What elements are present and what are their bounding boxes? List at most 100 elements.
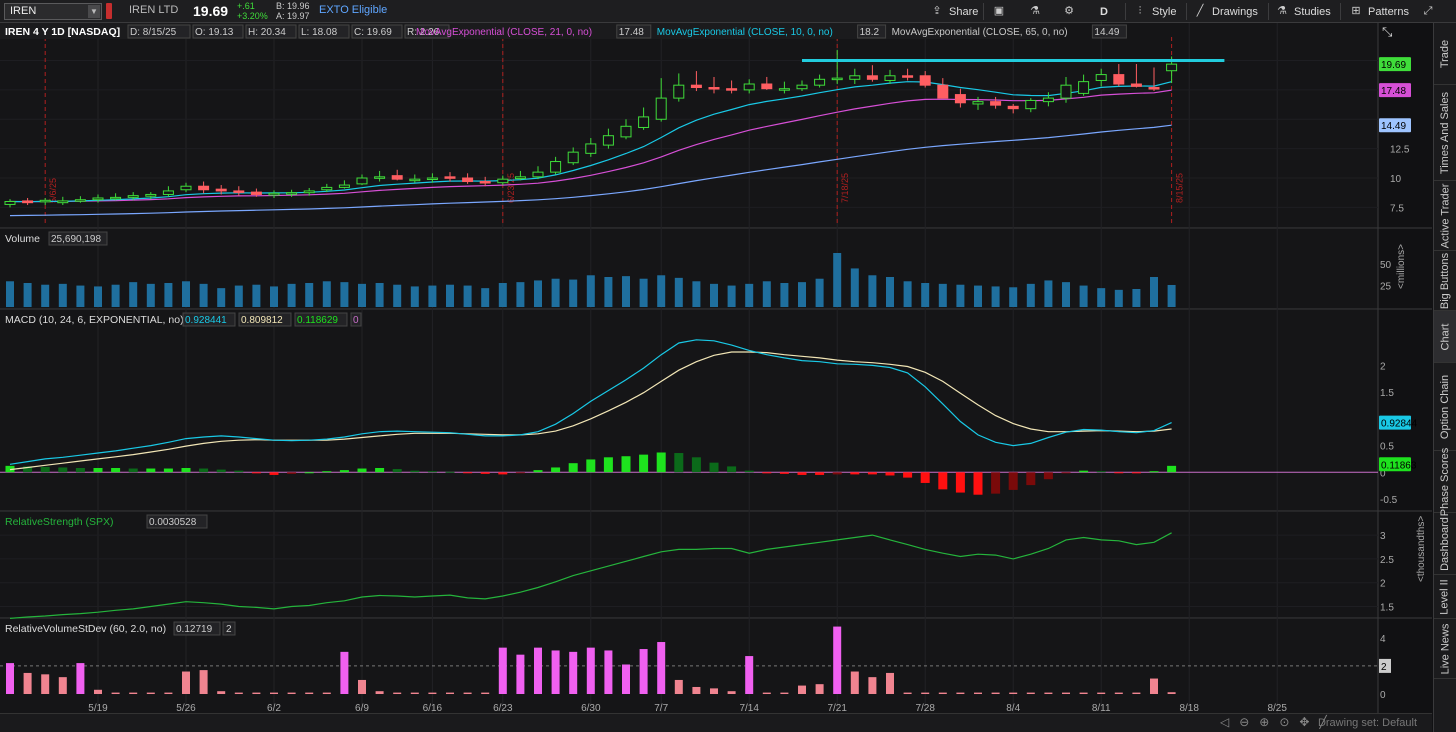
- macd-axis-label: 0: [1380, 468, 1386, 479]
- symbol-dropdown-icon[interactable]: ▼: [88, 5, 100, 18]
- volume-bar: [586, 275, 595, 307]
- zoom-fit-icon[interactable]: ⊙: [1279, 715, 1290, 729]
- candle-body: [726, 88, 738, 91]
- share-button[interactable]: ⇪ Share: [930, 2, 978, 21]
- rvol-value-box: [173, 621, 221, 636]
- chart-settings-icon[interactable]: ⤡: [1382, 25, 1393, 40]
- rvol-bar: [481, 692, 490, 694]
- candle-body: [1025, 99, 1037, 110]
- candle-body: [180, 185, 192, 191]
- macd-histogram-bar: [1008, 472, 1018, 490]
- rvol-bar: [674, 679, 683, 694]
- ohlc-value: D: 8/15/25: [130, 27, 177, 38]
- sidebar-tab-label: Live News: [1439, 623, 1451, 674]
- screenshot-button[interactable]: ▣: [992, 2, 1006, 21]
- patterns-button[interactable]: ⊞ Patterns: [1349, 2, 1409, 21]
- zoom-controls[interactable]: ◁ ⊖ ⊕ ⊙ ✥ ╱: [1220, 715, 1327, 729]
- macd-histogram-bar: [1131, 472, 1141, 474]
- rvol-bar: [762, 692, 771, 694]
- macd-histogram-bar: [445, 471, 455, 473]
- top-toolbar: IREN ▼ IREN LTD 19.69 +.61 +3.20% B: 19.9…: [0, 0, 1456, 23]
- zoom-out-icon[interactable]: ⊖: [1239, 715, 1250, 729]
- scroll-left-icon[interactable]: ◁: [1220, 715, 1230, 729]
- ohlc-box: [192, 24, 244, 39]
- settings-button[interactable]: ⚙: [1062, 2, 1076, 21]
- sidebar-tab-label: Dashboard: [1439, 516, 1452, 571]
- drawing-set-label: Drawing set: Default: [1317, 717, 1417, 729]
- volume-bar: [340, 282, 349, 307]
- panel-price-bg: [0, 23, 1378, 228]
- volume-bar: [833, 253, 842, 307]
- style-button[interactable]: ⫶ Style: [1133, 2, 1177, 21]
- candle-body: [1078, 81, 1090, 94]
- study-value-box: [1091, 24, 1127, 39]
- macd-histogram-bar: [656, 452, 666, 473]
- volume-bar: [1062, 282, 1070, 307]
- ohlc-box: [245, 24, 297, 39]
- volume-bar: [569, 279, 578, 307]
- volume-axis-label: 50: [1380, 260, 1392, 271]
- rvol-bar: [94, 689, 102, 694]
- macd-histogram-bar: [727, 466, 737, 473]
- sidebar-tab-phase-scores[interactable]: Phase Scores: [1434, 447, 1456, 516]
- rvol-bar: [921, 692, 930, 694]
- sidebar-tab-level-ii[interactable]: Level II: [1434, 575, 1456, 619]
- candle-body: [954, 94, 966, 104]
- macd-histogram-bar: [603, 457, 613, 473]
- volume-bar: [305, 283, 314, 307]
- rvol-bar: [657, 642, 666, 694]
- rvol-bar: [745, 656, 754, 694]
- rvol-bar: [551, 650, 560, 694]
- price-change-pct: +3.20%: [237, 11, 268, 21]
- sidebar-tab-label: Big Buttons: [1439, 252, 1452, 309]
- zoom-in-icon[interactable]: ⊕: [1259, 715, 1270, 729]
- rvol-bar: [956, 692, 965, 694]
- sidebar-tab-option-chain[interactable]: Option Chain: [1434, 363, 1456, 451]
- sidebar-tab-chart[interactable]: Chart: [1434, 311, 1456, 363]
- studies-button[interactable]: ⚗ Studies: [1275, 2, 1331, 21]
- sidebar-tab-active-trader[interactable]: Active Trader: [1434, 181, 1456, 251]
- macd-histogram-bar: [181, 467, 191, 473]
- ema65-line: [9, 124, 1172, 217]
- sidebar-tab-times-and-sales[interactable]: Times And Sales: [1434, 85, 1456, 181]
- alert-flag-icon[interactable]: [106, 3, 112, 19]
- volume-bar: [58, 283, 67, 307]
- candle-body: [426, 177, 438, 180]
- chart-area[interactable]: 5/19 5/26 6/2 6/9 6/16 6/23 6/30 7/7 7/14 7/21 7/2…: [0, 23, 1432, 718]
- macd-histogram-bar: [885, 472, 895, 476]
- candle-body: [620, 125, 632, 138]
- sidebar-tab-trade[interactable]: Trade: [1434, 23, 1456, 85]
- pan-icon[interactable]: ✥: [1299, 715, 1310, 729]
- macd-histogram-bar: [867, 472, 877, 475]
- rvol-bar: [129, 692, 138, 694]
- ohlc-box: [298, 24, 350, 39]
- sidebar-tab-big-buttons[interactable]: Big Buttons: [1434, 251, 1456, 311]
- period-button[interactable]: D: [1100, 5, 1108, 18]
- ohlc-value: H: 20.34: [248, 27, 286, 38]
- volume-bar: [674, 277, 683, 307]
- volume-bar: [1132, 289, 1141, 307]
- sidebar-tab-dashboard[interactable]: Dashboard: [1434, 513, 1456, 575]
- pencil-icon[interactable]: ╱: [1319, 715, 1327, 729]
- macd-histogram-bar: [1096, 471, 1106, 473]
- volume-bar: [938, 283, 947, 307]
- candle-body: [884, 75, 896, 81]
- rvol-bar: [234, 692, 243, 694]
- event-marker-label: 6/23/25: [506, 173, 516, 203]
- candle-body: [145, 193, 157, 197]
- macd-histogram-bar: [973, 472, 983, 495]
- flask-button[interactable]: ⚗: [1028, 2, 1042, 21]
- x-axis-label: 6/30: [581, 703, 601, 714]
- expand-button[interactable]: ⤢: [1421, 2, 1435, 21]
- drawings-button[interactable]: ╱ Drawings: [1193, 2, 1258, 21]
- symbol-input[interactable]: IREN ▼: [4, 3, 102, 20]
- candle-body: [919, 75, 931, 86]
- volume-bar: [622, 276, 630, 307]
- sidebar-tab-live-news[interactable]: Live News: [1434, 619, 1456, 679]
- ohlc-box: [127, 24, 191, 39]
- macd-histogram-bar: [304, 472, 314, 474]
- macd-histogram-bar: [815, 472, 825, 475]
- volume-bar: [692, 281, 701, 307]
- sidebar-tab-label: Active Trader: [1439, 183, 1451, 248]
- rvol-extra: 2: [226, 624, 232, 635]
